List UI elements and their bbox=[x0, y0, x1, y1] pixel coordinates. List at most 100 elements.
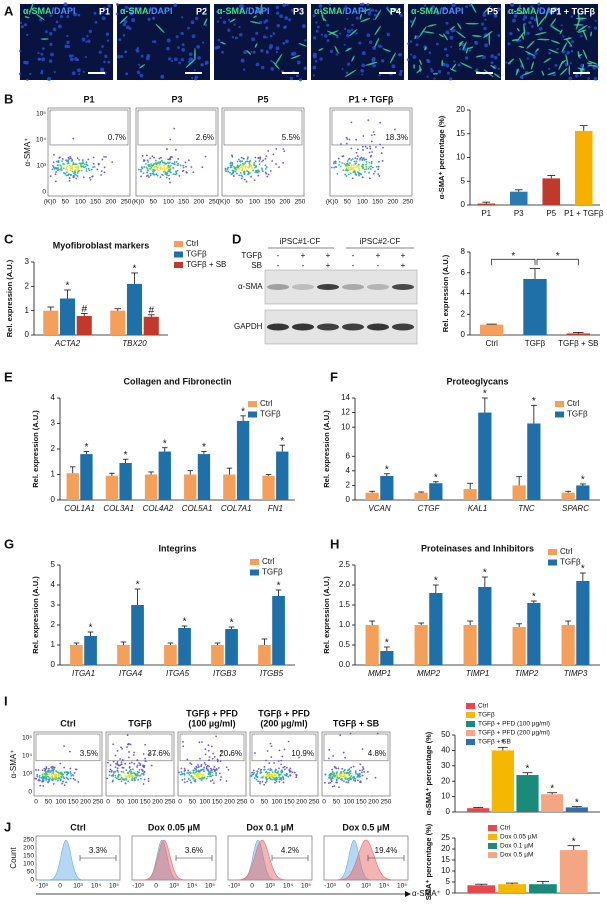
event bbox=[198, 741, 201, 744]
y-tick-label: 5 bbox=[461, 176, 466, 185]
event bbox=[229, 162, 232, 165]
nucleus bbox=[151, 40, 155, 43]
actin-fiber bbox=[530, 61, 534, 70]
actin-fiber bbox=[254, 43, 258, 48]
nucleus bbox=[73, 57, 78, 61]
event bbox=[271, 775, 273, 778]
event bbox=[347, 166, 350, 169]
event bbox=[72, 137, 75, 140]
event bbox=[361, 769, 364, 772]
actin-fiber bbox=[386, 8, 393, 15]
gate-percent: 18.3% bbox=[385, 133, 408, 142]
event bbox=[246, 170, 249, 173]
event bbox=[148, 753, 150, 755]
y-tick-label: 8 bbox=[461, 247, 466, 256]
band bbox=[342, 284, 364, 290]
event bbox=[35, 777, 37, 780]
nucleus bbox=[328, 3, 332, 6]
nucleus bbox=[122, 23, 126, 27]
event bbox=[112, 760, 115, 763]
nucleus bbox=[175, 35, 179, 39]
event bbox=[123, 779, 126, 781]
event bbox=[207, 744, 210, 747]
image-title: P4 bbox=[390, 6, 401, 16]
event bbox=[50, 771, 52, 773]
event bbox=[51, 767, 54, 770]
event bbox=[183, 778, 186, 780]
nucleus bbox=[292, 51, 297, 56]
x-tick-label: 50 bbox=[117, 799, 125, 806]
event bbox=[63, 771, 66, 774]
significance: * bbox=[136, 580, 140, 591]
event bbox=[47, 776, 50, 778]
x-tick-label: 100 bbox=[343, 799, 354, 806]
event bbox=[233, 167, 236, 170]
event bbox=[225, 766, 228, 769]
event bbox=[243, 173, 246, 175]
event bbox=[255, 773, 258, 776]
row-label: SB bbox=[251, 261, 262, 270]
nucleus bbox=[23, 23, 28, 27]
y-tick-label: 6 bbox=[346, 451, 351, 460]
actin-fiber bbox=[550, 40, 561, 44]
x-tick-label: (K)0 bbox=[218, 199, 231, 206]
legend-label: TGFβ bbox=[478, 712, 495, 719]
event bbox=[362, 167, 364, 170]
event bbox=[92, 156, 95, 159]
bar bbox=[365, 492, 379, 500]
plot-title: Dox 0.5 µM bbox=[342, 822, 389, 832]
event bbox=[343, 769, 346, 772]
nucleus bbox=[86, 34, 89, 38]
event bbox=[369, 155, 372, 158]
nucleus bbox=[532, 55, 536, 59]
significance: * bbox=[66, 281, 70, 292]
stain-label: α-SMA/DAPI bbox=[120, 6, 173, 16]
actin-fiber bbox=[457, 22, 462, 30]
event bbox=[195, 773, 198, 776]
event bbox=[68, 177, 71, 179]
nucleus bbox=[139, 73, 144, 78]
event bbox=[378, 175, 381, 177]
nucleus bbox=[48, 59, 53, 63]
event bbox=[256, 776, 259, 778]
legend-label: TGFβ + SB bbox=[478, 739, 511, 746]
nucleus bbox=[269, 34, 273, 38]
event bbox=[367, 167, 370, 170]
significance: * bbox=[434, 576, 438, 587]
event bbox=[253, 162, 255, 164]
actin-fiber bbox=[414, 35, 417, 40]
actin-fiber bbox=[507, 58, 515, 65]
event bbox=[89, 176, 91, 179]
event bbox=[352, 168, 354, 171]
event bbox=[343, 774, 346, 777]
event bbox=[348, 173, 350, 176]
nucleus bbox=[40, 52, 44, 56]
actin-fiber bbox=[575, 17, 587, 20]
x-tick-label: 10⁵ bbox=[301, 883, 311, 890]
nucleus bbox=[594, 19, 597, 22]
event bbox=[267, 150, 270, 152]
nucleus bbox=[194, 77, 198, 81]
event bbox=[128, 756, 130, 759]
plot-title: TGFβ + PFD bbox=[186, 708, 238, 718]
treatment-sign: + bbox=[326, 261, 331, 270]
nucleus bbox=[587, 25, 591, 29]
actin-fiber bbox=[458, 40, 464, 45]
event bbox=[339, 165, 342, 168]
event bbox=[236, 172, 238, 175]
error-bar bbox=[432, 481, 439, 484]
x-tick-label: 200 bbox=[105, 199, 116, 206]
nucleus bbox=[177, 46, 180, 49]
nucleus bbox=[371, 58, 376, 63]
event bbox=[183, 773, 186, 776]
event bbox=[118, 773, 121, 776]
event bbox=[131, 778, 134, 780]
event bbox=[36, 773, 39, 776]
event bbox=[330, 773, 332, 776]
event bbox=[258, 163, 261, 166]
event bbox=[193, 773, 196, 776]
chart-title: Integrins bbox=[158, 543, 196, 553]
x-tick-label: P1 bbox=[481, 209, 491, 218]
y-tick-label: 10⁴ bbox=[36, 137, 46, 144]
